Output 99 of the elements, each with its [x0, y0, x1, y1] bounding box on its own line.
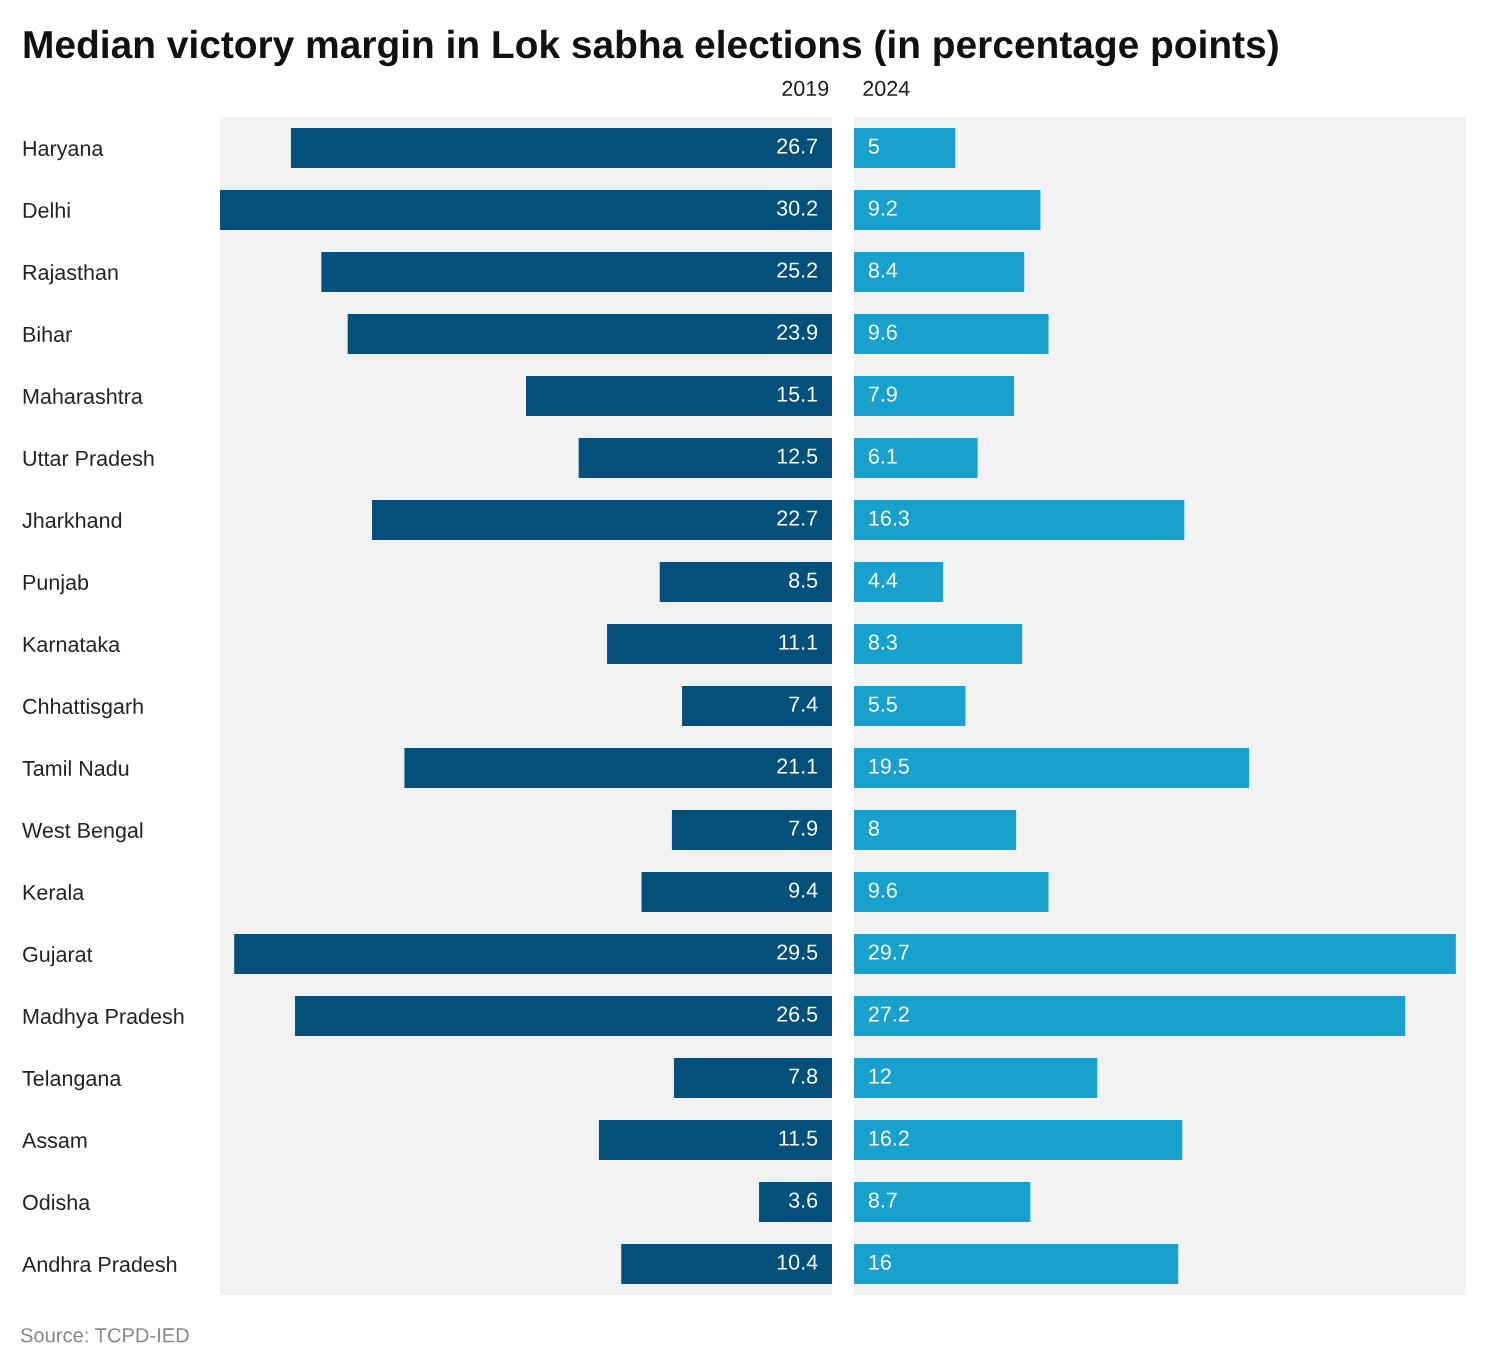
bar: [854, 1120, 1183, 1160]
bar: [404, 748, 832, 788]
y-tick-label: Telangana: [22, 1070, 122, 1091]
y-tick-label: Haryana: [23, 140, 104, 161]
data-label: 7.9: [868, 386, 897, 402]
data-label: 11.1: [779, 634, 818, 650]
bar: [854, 314, 1049, 354]
y-tick-label: Chhattisgarh: [23, 698, 143, 719]
data-label: 16.2: [869, 1130, 909, 1146]
data-label: 7.9: [789, 820, 818, 836]
bar: [854, 376, 1015, 416]
bar: [759, 1182, 832, 1222]
data-label: 9.2: [868, 200, 897, 216]
data-label: 8: [868, 820, 879, 836]
bar: [321, 252, 832, 292]
bar: [854, 438, 978, 478]
data-label: 6.1: [868, 448, 897, 464]
bar: [854, 996, 1406, 1036]
data-label: 12.5: [777, 448, 818, 464]
data-label: 26.7: [777, 138, 818, 154]
y-tick-label: Kerala: [23, 884, 85, 901]
y-tick-label: Tamil Nadu: [22, 760, 129, 777]
bar: [371, 500, 832, 540]
bar: [294, 996, 832, 1036]
data-label: 3.6: [789, 1192, 818, 1208]
data-label: 9.6: [868, 324, 897, 340]
y-tick-label: Uttar Pradesh: [23, 450, 154, 467]
series-label: 2024: [863, 80, 910, 97]
data-label: 27.2: [868, 1006, 909, 1022]
bar: [854, 872, 1049, 912]
y-tick-label: Gujarat: [23, 946, 93, 967]
bar: [659, 562, 832, 602]
y-tick-label: Punjab: [23, 574, 89, 595]
data-label: 16: [869, 1254, 891, 1270]
series-label: 2019: [782, 80, 829, 97]
bar: [854, 686, 966, 726]
bar: [607, 624, 832, 664]
bar: [854, 624, 1023, 664]
bar: [854, 500, 1185, 540]
y-tick-label: Karnataka: [23, 636, 121, 653]
data-label: 23.9: [777, 324, 818, 340]
y-tick-label: Delhi: [23, 202, 70, 219]
bar: [854, 128, 956, 168]
y-tick-label: Andhra Pradesh: [22, 1256, 177, 1273]
bar: [290, 128, 832, 168]
y-tick-label: Jharkhand: [22, 512, 122, 529]
data-label: 4.4: [868, 572, 898, 588]
bar: [234, 934, 832, 974]
bar: [854, 1058, 1098, 1098]
data-label: 26.5: [777, 1006, 818, 1022]
bar: [682, 686, 832, 726]
data-label: 8.5: [789, 572, 818, 588]
data-label: 22.7: [777, 510, 818, 526]
data-label: 29.7: [868, 944, 909, 960]
bar: [526, 376, 832, 416]
source-note: Source: TCPD-IED: [20, 1328, 189, 1343]
data-label: 10.4: [777, 1254, 818, 1270]
data-label: 12: [869, 1068, 891, 1084]
data-label: 15.1: [777, 386, 818, 402]
data-label: 7.4: [789, 696, 818, 712]
data-label: 5: [868, 138, 879, 154]
data-label: 19.5: [869, 758, 909, 774]
bar: [347, 314, 832, 354]
bar: [854, 748, 1250, 788]
bar: [621, 1244, 832, 1284]
y-tick-label: Maharashtra: [23, 388, 143, 405]
bar: [578, 438, 832, 478]
data-label: 9.6: [868, 882, 897, 898]
data-label: 25.2: [777, 262, 818, 278]
data-label: 21.1: [777, 758, 818, 774]
data-label: 7.8: [789, 1068, 818, 1084]
bar: [854, 190, 1041, 230]
bar: [854, 1182, 1031, 1222]
y-tick-label: Assam: [22, 1132, 87, 1149]
data-label: 8.3: [868, 634, 897, 650]
bar: [854, 810, 1017, 850]
data-label: 16.3: [869, 510, 909, 526]
bar: [854, 562, 944, 602]
bar: [854, 1244, 1179, 1284]
data-label: 8.4: [868, 262, 898, 278]
data-label: 8.7: [868, 1192, 897, 1208]
y-tick-label: Rajasthan: [23, 264, 118, 285]
data-label: 9.4: [789, 882, 818, 898]
y-tick-label: Odisha: [23, 1194, 91, 1211]
bar: [220, 190, 832, 230]
bar: [641, 872, 832, 912]
y-tick-label: Madhya Pradesh: [23, 1008, 184, 1029]
y-tick-label: Bihar: [23, 326, 72, 343]
bar: [671, 810, 832, 850]
bar: [854, 934, 1456, 974]
bar: [673, 1058, 832, 1098]
data-label: 30.2: [777, 200, 818, 216]
y-tick-label: West Bengal: [22, 822, 143, 843]
data-label: 29.5: [777, 944, 818, 960]
bar: [854, 252, 1025, 292]
data-label: 5.5: [868, 696, 897, 712]
bar: [598, 1120, 832, 1160]
data-label: 11.5: [779, 1130, 818, 1146]
chart-title: Median victory margin in Lok sabha elections (in percentage points): [24, 29, 1278, 67]
